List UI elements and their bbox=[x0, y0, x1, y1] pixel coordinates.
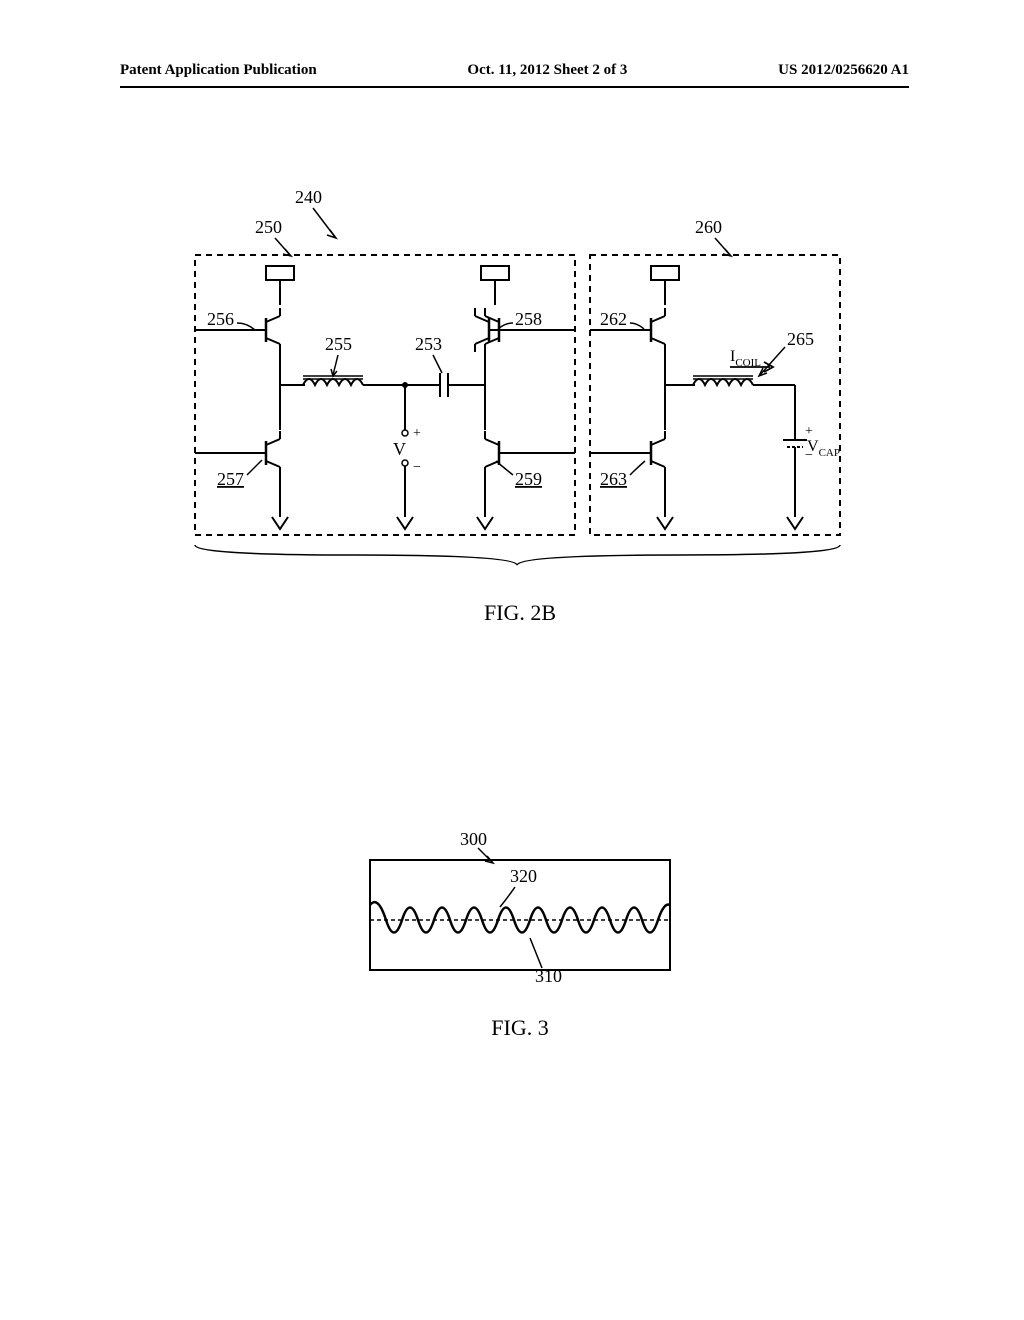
svg-text:+: + bbox=[413, 426, 421, 441]
svg-text:+: + bbox=[805, 424, 813, 439]
header-right: US 2012/0256620 A1 bbox=[778, 62, 909, 79]
fig3-svg: 300 320 310 bbox=[320, 810, 720, 1010]
header-center: Oct. 11, 2012 Sheet 2 of 3 bbox=[467, 62, 627, 79]
figure-3: 300 320 310 FIG. 3 bbox=[320, 810, 720, 1060]
fig2b-caption: FIG. 2B bbox=[175, 600, 865, 626]
label-240: 240 bbox=[295, 187, 322, 207]
label-300: 300 bbox=[460, 829, 487, 849]
label-320: 320 bbox=[510, 866, 537, 886]
figure-2b: + − V + − bbox=[175, 175, 865, 635]
label-262: 262 bbox=[600, 309, 627, 329]
label-250: 250 bbox=[255, 217, 282, 237]
label-253: 253 bbox=[415, 334, 442, 354]
svg-text:−: − bbox=[413, 460, 421, 475]
label-260: 260 bbox=[695, 217, 722, 237]
label-257: 257 bbox=[217, 469, 244, 489]
header-left: Patent Application Publication bbox=[120, 62, 317, 79]
label-265: 265 bbox=[787, 329, 814, 349]
label-v: V bbox=[393, 439, 406, 459]
fig3-caption: FIG. 3 bbox=[320, 1015, 720, 1041]
label-263: 263 bbox=[600, 469, 627, 489]
label-258: 258 bbox=[515, 309, 542, 329]
label-icoil: ICOIL bbox=[730, 348, 761, 369]
label-256: 256 bbox=[207, 309, 234, 329]
label-255: 255 bbox=[325, 334, 352, 354]
fig2b-svg: + − V + − bbox=[175, 175, 865, 595]
header-rule bbox=[120, 86, 909, 88]
label-259: 259 bbox=[515, 469, 542, 489]
label-310: 310 bbox=[535, 966, 562, 986]
